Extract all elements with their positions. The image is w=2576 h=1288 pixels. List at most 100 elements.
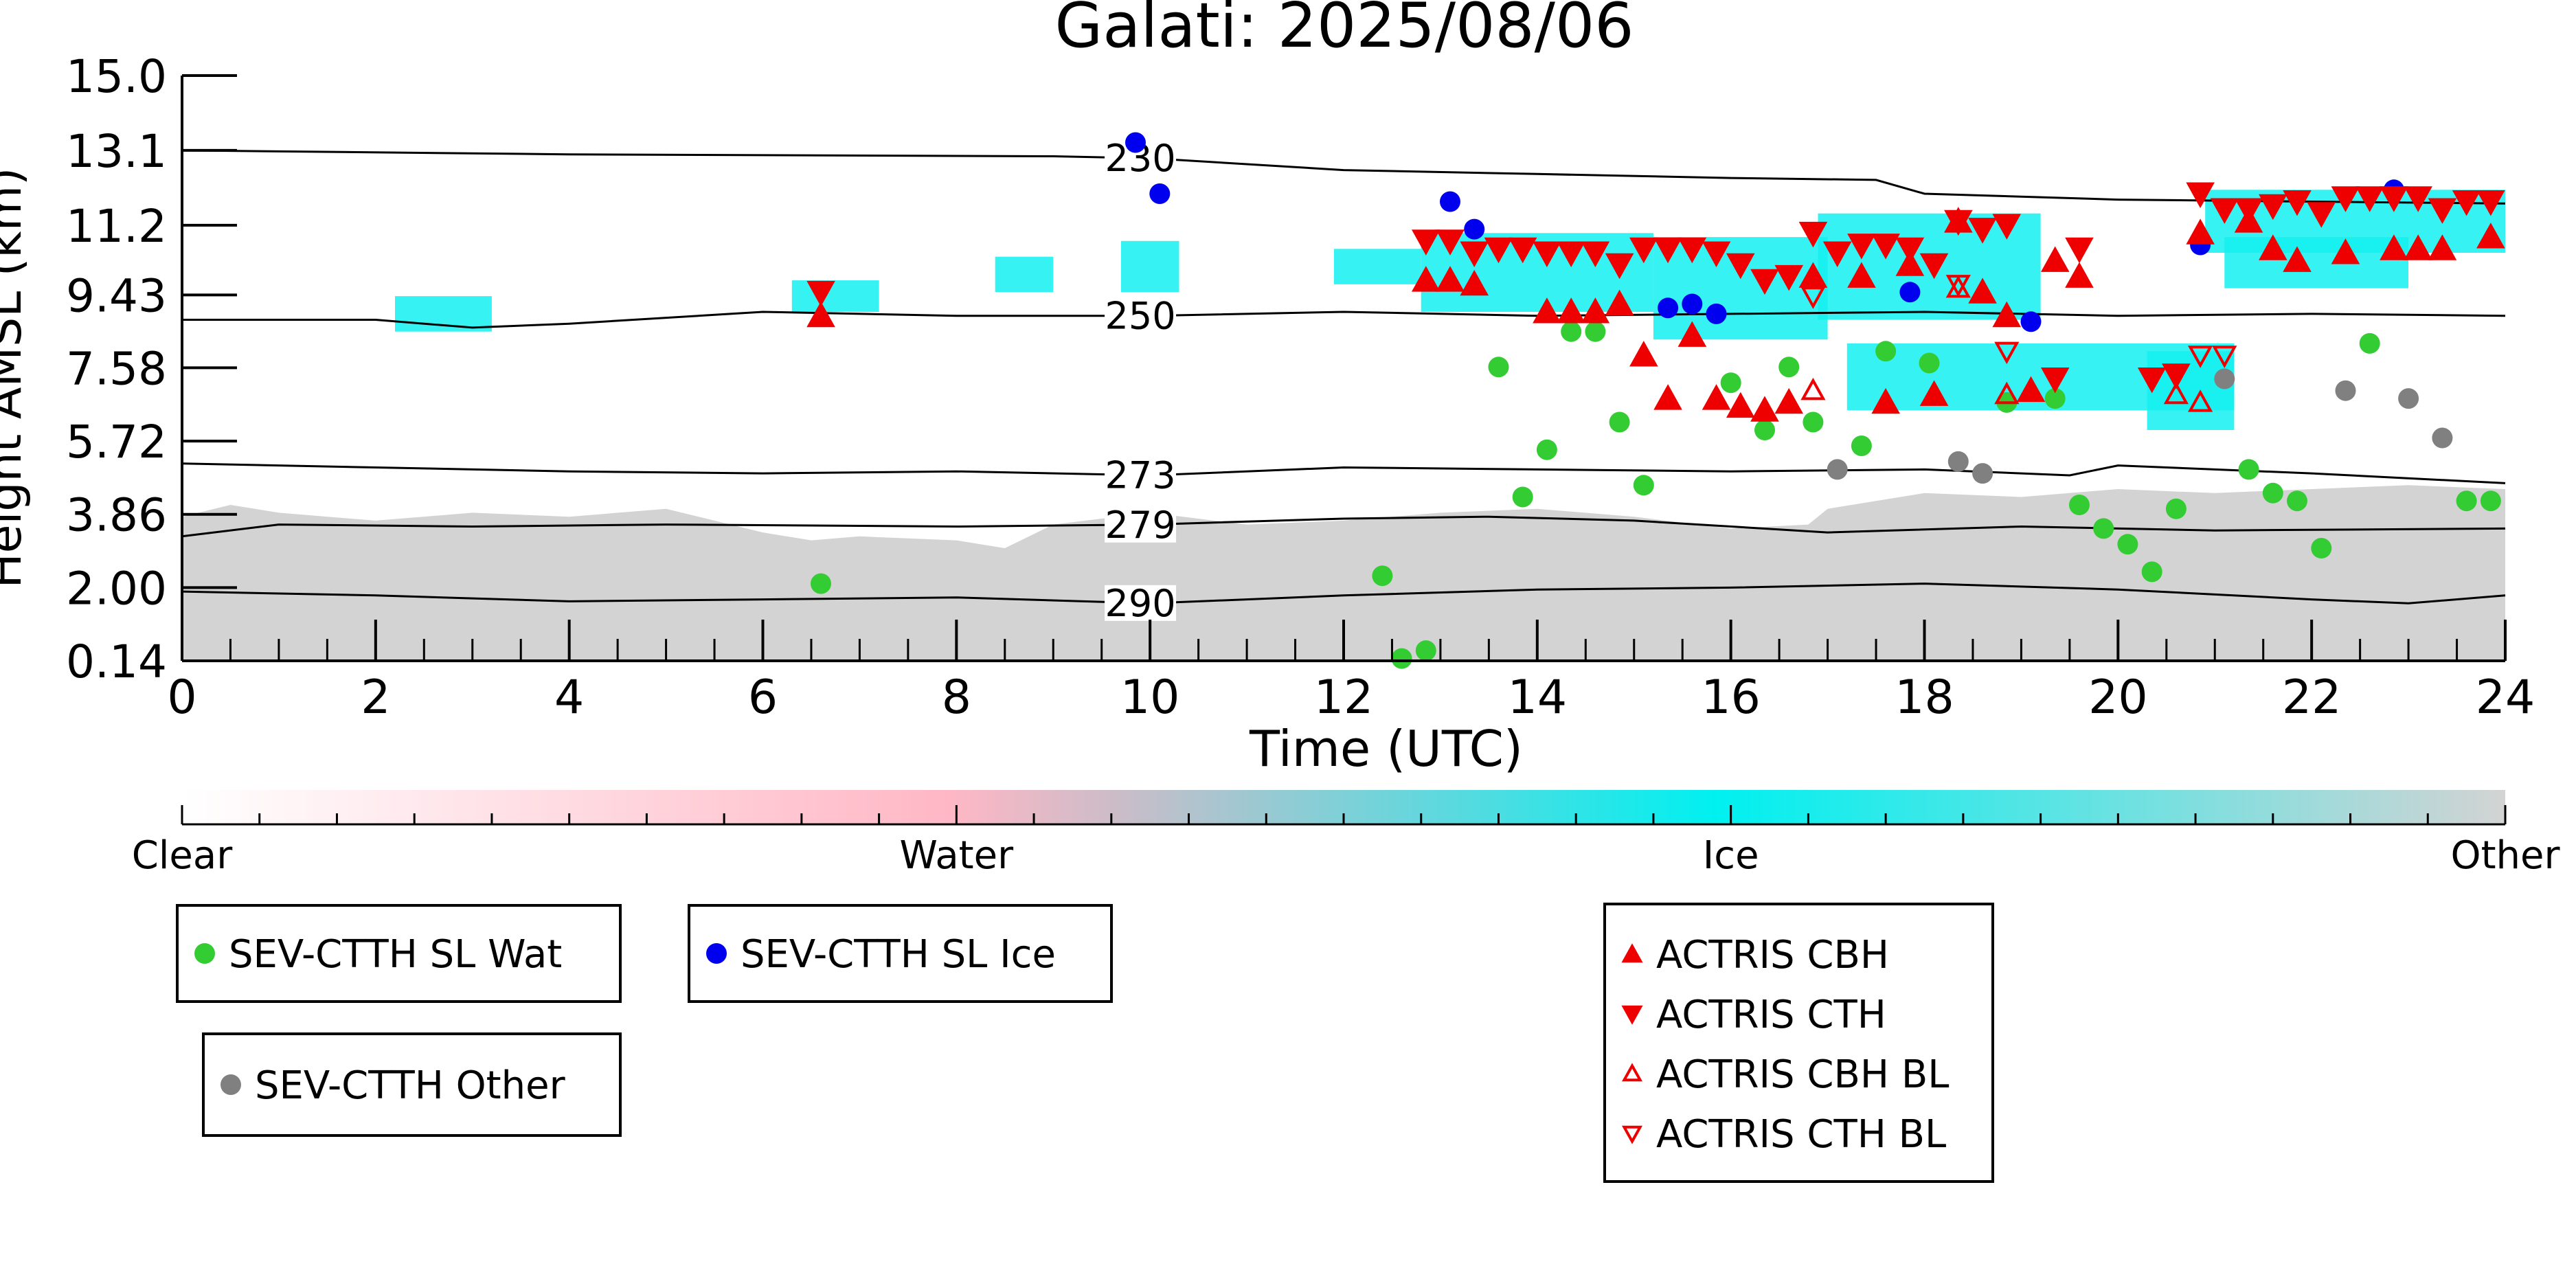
y-tick-label: 11.2 xyxy=(66,200,167,253)
actris-cth-point xyxy=(1484,237,1513,264)
sev-ctth-sl-wat-point xyxy=(1803,411,1824,433)
legend-label-actris-cbh-bl: ACTRIS CBH BL xyxy=(1656,1052,1949,1097)
actris-cbh-point xyxy=(2404,234,2432,260)
sev-ctth-sl-ice-point xyxy=(1440,191,1460,212)
actris-cth-point xyxy=(2404,186,2432,212)
sev-ctth-sl-wat-point xyxy=(1720,372,1741,394)
sev-ctth-sl-wat-point xyxy=(1754,420,1775,440)
legend-other: SEV-CTTH Other xyxy=(202,1032,622,1137)
contour-279 xyxy=(181,515,2506,538)
x-tick-label: 8 xyxy=(942,670,971,725)
sev-ctth-sl-ice-point xyxy=(1658,297,1679,319)
contour-250 xyxy=(182,310,2506,329)
y-tick-label: 2.00 xyxy=(66,562,167,615)
contour-290 xyxy=(181,583,2506,605)
actris-cth-point xyxy=(1750,269,1779,295)
sev-ctth-sl-wat-point xyxy=(2093,518,2114,539)
sev-ctth-sl-wat-point xyxy=(2141,561,2162,583)
legend-label-actris-cth-bl: ACTRIS CTH BL xyxy=(1656,1112,1946,1157)
sev-ctth-other-point xyxy=(2335,380,2356,401)
x-tick-label: 24 xyxy=(2476,670,2535,725)
actris-cth-point xyxy=(1871,234,1900,260)
colorbar-label: Other xyxy=(2450,833,2560,878)
colorbar-label: Clear xyxy=(132,833,233,878)
legend-label-sev-ctth-sl-ice: SEV-CTTH SL Ice xyxy=(741,932,1056,977)
contour-label: 273 xyxy=(1105,454,1176,497)
actris-cbh-point xyxy=(2476,223,2505,249)
actris-cth-point xyxy=(2452,190,2481,216)
sev-ctth-sl-wat-point xyxy=(2262,482,2283,504)
x-tick-label: 2 xyxy=(361,670,390,725)
actris-cth-point xyxy=(1702,241,1731,268)
ice-cloud-patch xyxy=(2147,351,2235,430)
actris-cth-point xyxy=(2428,198,2457,224)
sev-ctth-sl-wat-point xyxy=(2359,332,2380,354)
sev-ctth-sl-wat-point xyxy=(2069,495,2090,515)
actris-cth-point xyxy=(1533,241,1561,268)
actris-cth-bl-point xyxy=(1994,341,2020,365)
actris-cbh-point xyxy=(1992,301,2022,328)
legend-ice: SEV-CTTH SL Ice xyxy=(688,904,1113,1003)
actris-cbh-point xyxy=(1847,262,1876,288)
sev-ctth-sl-wat-point xyxy=(1512,486,1533,508)
actris-cth-point xyxy=(1895,237,1925,264)
contour-label-bg xyxy=(1105,585,1177,621)
actris-cbh-point xyxy=(2065,262,2094,288)
actris-cbh-bl-point xyxy=(1800,377,1826,400)
contour-label-bg xyxy=(1105,297,1177,334)
legend-marker-actris-cbh xyxy=(1621,943,1643,963)
y-tick-label: 3.86 xyxy=(66,489,167,542)
actris-cbh-point xyxy=(2380,234,2408,260)
sev-ctth-sl-wat-point xyxy=(2165,498,2187,519)
actris-cth-point xyxy=(1508,237,1537,264)
actris-cbh-point xyxy=(1895,250,1925,276)
actris-cth-point xyxy=(2210,198,2239,224)
y-tick-label: 7.58 xyxy=(66,342,167,395)
legend-marker-sev-ctth-other xyxy=(221,1074,241,1095)
actris-cth-point xyxy=(1629,237,1658,264)
legend-marker-actris-cth xyxy=(1621,1005,1643,1025)
ice-cloud-patch xyxy=(995,256,1054,293)
colorbar-label: Ice xyxy=(1703,833,1759,878)
legend-wat: SEV-CTTH SL Wat xyxy=(176,904,622,1003)
actris-cth-point xyxy=(2283,190,2312,216)
actris-cth-point xyxy=(2476,190,2505,216)
actris-cth-point xyxy=(1581,241,1610,268)
sev-ctth-other-point xyxy=(1827,459,1848,480)
actris-cbh-point xyxy=(1460,269,1489,296)
actris-cth-point xyxy=(1847,234,1876,260)
actris-cbh-point xyxy=(1968,278,1997,304)
actris-cbh-point xyxy=(2283,246,2312,272)
x-tick-label: 14 xyxy=(1508,670,1568,725)
y-tick-label: 15.0 xyxy=(66,50,167,103)
actris-cth-point xyxy=(2186,182,2215,209)
actris-cth-point xyxy=(806,280,835,307)
sev-ctth-other-point xyxy=(2398,388,2419,409)
x-tick-label: 6 xyxy=(748,670,778,725)
actris-cbh-point xyxy=(1436,266,1465,292)
sev-ctth-sl-ice-point xyxy=(1149,183,1171,204)
contour-label-bg xyxy=(1105,506,1177,543)
actris-cth-point xyxy=(1460,241,1489,268)
sev-ctth-sl-wat-point xyxy=(1875,341,1897,362)
x-tick-label: 4 xyxy=(554,670,584,725)
sev-ctth-sl-wat-point xyxy=(1778,357,1800,378)
sev-ctth-sl-ice-point xyxy=(1464,218,1485,240)
y-axis-label: Height AMSL (km) xyxy=(0,168,32,589)
actris-cth-point xyxy=(2137,368,2167,394)
sev-ctth-sl-ice-point xyxy=(1899,282,1921,303)
actris-cth-point xyxy=(1798,221,1828,248)
actris-cbh-point xyxy=(1726,392,1755,418)
y-tick-label: 13.1 xyxy=(66,125,167,178)
actris-cbh-point xyxy=(2331,238,2360,264)
sev-ctth-sl-wat-point xyxy=(1609,411,1630,433)
contour-label: 290 xyxy=(1105,582,1176,625)
actris-cth-point xyxy=(1436,229,1465,256)
legend-label-sev-ctth-sl-wat: SEV-CTTH SL Wat xyxy=(229,932,562,977)
sev-ctth-sl-wat-point xyxy=(1372,565,1393,587)
sev-ctth-sl-wat-point xyxy=(1633,475,1654,496)
legend-frame xyxy=(176,904,622,1003)
actris-cth-point xyxy=(2259,194,2287,221)
sev-ctth-sl-wat-point xyxy=(1919,352,1940,374)
